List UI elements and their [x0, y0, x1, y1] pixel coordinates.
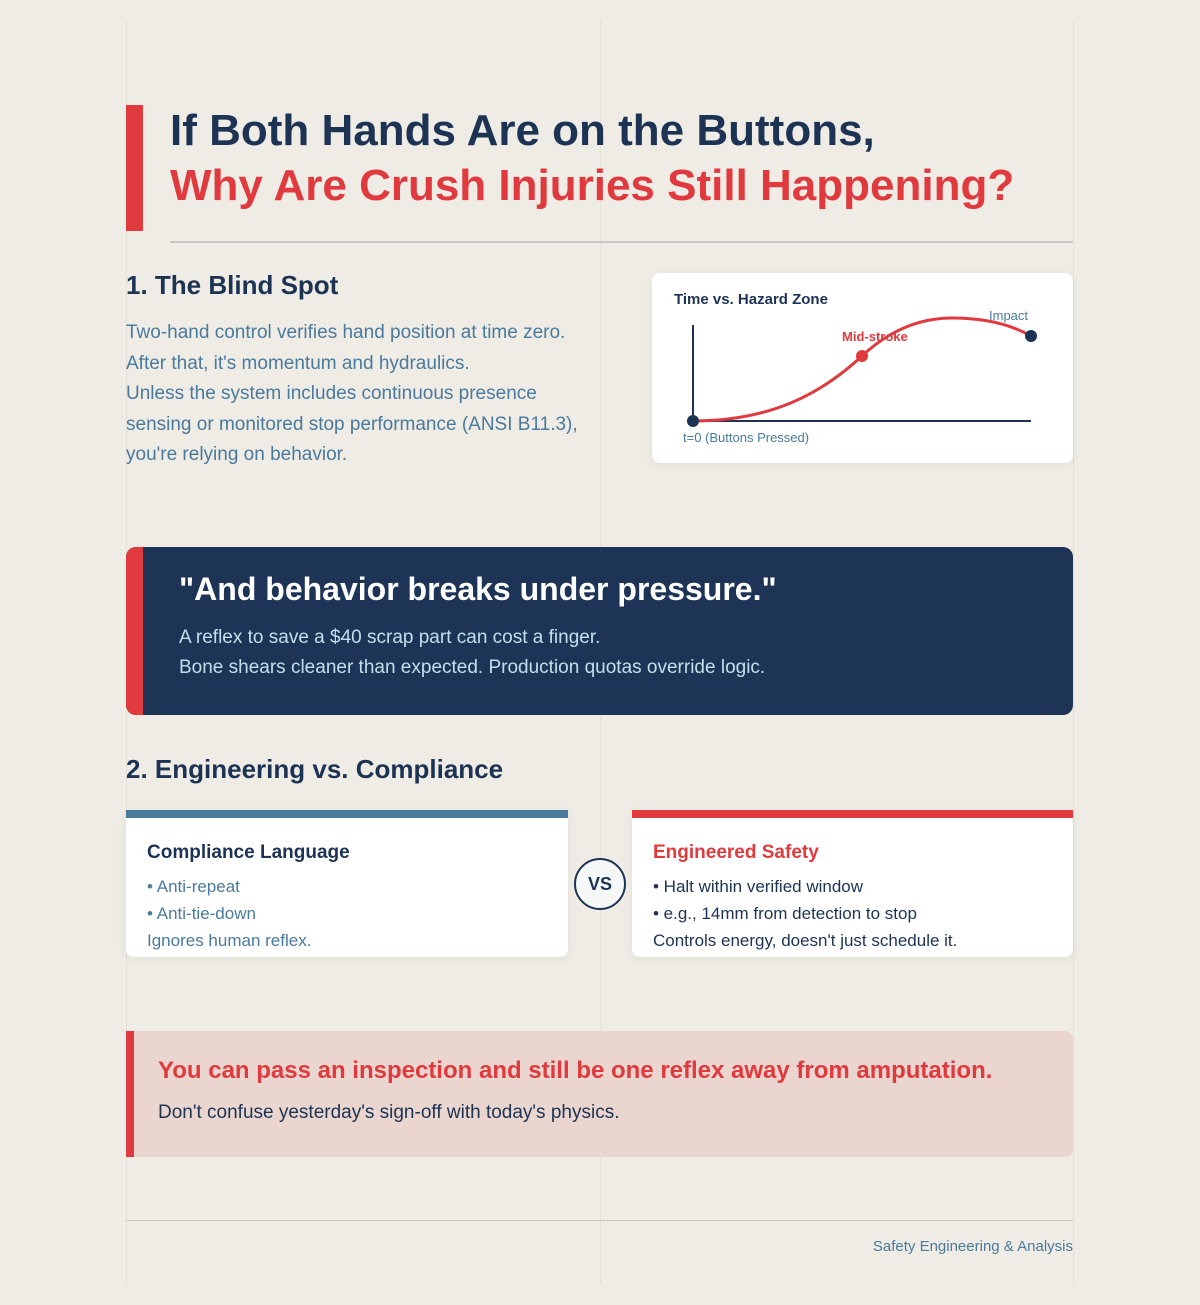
- quote-accent: [126, 547, 143, 715]
- title-line: Why Are Crush Injuries Still Happening?: [170, 161, 1015, 210]
- diagram-title: Time vs. Hazard Zone: [674, 291, 828, 308]
- card-title: Engineered Safety: [653, 842, 819, 863]
- point: [856, 350, 868, 362]
- quote-line: Bone shears cleaner than expected. Produ…: [179, 657, 766, 678]
- hazard-curve: [692, 316, 1032, 423]
- point: [1025, 330, 1037, 342]
- title-accent: [126, 105, 143, 231]
- card-note: Ignores human reflex.: [147, 931, 312, 950]
- bullet: • Anti-tie-down: [147, 904, 256, 923]
- body-line: Two-hand control verifies hand position …: [126, 322, 566, 343]
- diagram: [687, 316, 1037, 427]
- callout: You can pass an inspection and still be …: [126, 1031, 1073, 1157]
- compare-card: Compliance Language • Anti-repeat • Anti…: [126, 810, 568, 957]
- section-heading: 2. Engineering vs. Compliance: [126, 754, 504, 784]
- bullet: • Anti-repeat: [147, 877, 240, 896]
- divider: [170, 241, 1073, 243]
- divider: [126, 1220, 1073, 1221]
- quote-text: "And behavior breaks under pressure.": [179, 571, 777, 607]
- card-note: Controls energy, doesn't just schedule i…: [653, 931, 958, 950]
- callout-accent: [126, 1031, 134, 1157]
- body-text: Two-hand control verifies hand position …: [126, 318, 578, 471]
- section-heading: 1. The Blind Spot: [126, 270, 339, 300]
- bullet: • e.g., 14mm from detection to stop: [653, 904, 917, 923]
- callout-text: Don't confuse yesterday's sign-off with …: [158, 1102, 620, 1123]
- vs-badge: VS: [574, 858, 626, 910]
- quote-body: A reflex to save a $40 scrap part can co…: [179, 623, 765, 683]
- body-line: After that, it's momentum and hydraulics…: [126, 352, 470, 374]
- guide-line: [1073, 20, 1074, 1285]
- body-line: Unless the system includes continuous pr…: [126, 383, 537, 404]
- bullet: • Halt within verified window: [653, 877, 864, 896]
- diagram-label: Mid-stroke: [842, 329, 908, 344]
- quote-box: "And behavior breaks under pressure." A …: [126, 547, 1073, 715]
- compare-card: Engineered Safety • Halt within verified…: [632, 810, 1073, 957]
- diagram-card: Time vs. Hazard Zone t=0 (Buttons Presse…: [652, 273, 1073, 463]
- diagram-label: t=0 (Buttons Pressed): [683, 430, 810, 445]
- quote-line: A reflex to save a $40 scrap part can co…: [179, 627, 601, 648]
- footer-text: Safety Engineering & Analysis: [872, 1238, 1073, 1255]
- card-title: Compliance Language: [147, 842, 350, 863]
- point: [687, 415, 699, 427]
- diagram-label: Impact: [989, 308, 1029, 323]
- title-line: If Both Hands Are on the Buttons,: [170, 106, 875, 155]
- card-body: • Halt within verified window • e.g., 14…: [653, 873, 957, 954]
- body-line: you're relying on behavior.: [126, 444, 348, 465]
- card-body: • Anti-repeat • Anti-tie-down Ignores hu…: [147, 873, 311, 954]
- callout-headline: You can pass an inspection and still be …: [158, 1057, 993, 1084]
- body-line: sensing or monitored stop performance (A…: [126, 413, 578, 435]
